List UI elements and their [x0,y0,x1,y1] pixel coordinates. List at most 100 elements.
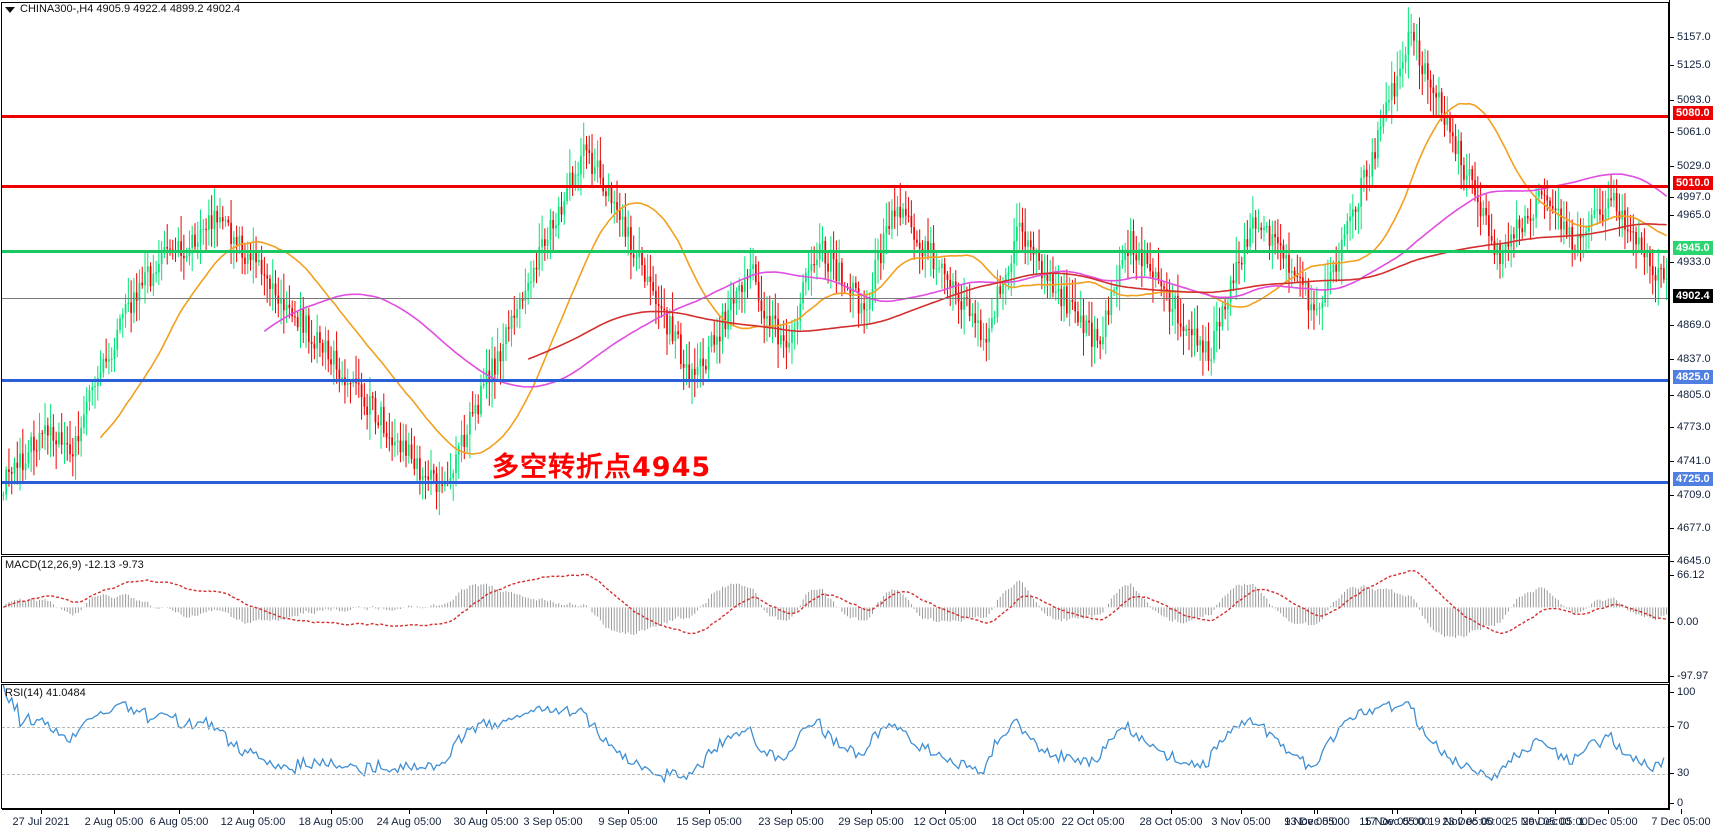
time-tick [41,809,42,814]
time-tick [1608,809,1609,814]
scale-tick [1670,495,1674,496]
time-axis-label: 2 Aug 05:00 [84,816,144,828]
macd-indicator-label: MACD(12,26,9) -12.13 -9.73 [5,559,144,571]
rsi-pane[interactable] [1,684,1669,809]
time-axis-label: 18 Aug 05:00 [298,816,364,828]
price-scale-label: 5125.0 [1677,59,1711,71]
scale-tick [1670,395,1674,396]
price-scale-label: 4805.0 [1677,389,1711,401]
time-axis[interactable]: 27 Jul 2021 2 Aug 05:00 6 Aug 05:00 12 Aug … [1,809,1730,838]
collapse-triangle-down-icon[interactable] [5,7,15,13]
price-scale-label: 4965.0 [1677,209,1711,221]
rsi-scale-label: 0 [1677,797,1684,809]
time-axis-label: 17 Dec 05:00 [1364,816,1430,828]
rsi-band-30 [2,774,1668,775]
rsi-indicator-label: RSI(14) 41.0484 [5,687,86,699]
scale-tick [1670,215,1674,216]
scale-tick [1670,676,1674,677]
price-scale-label: 4837.0 [1677,353,1711,365]
time-axis-label: 29 Sep 05:00 [838,816,904,828]
scale-tick [1670,575,1674,576]
scale-tick [1670,359,1674,360]
time-tick [1475,809,1476,814]
scale-tick [1670,197,1674,198]
rsi-plot-area[interactable] [2,685,1668,808]
time-tick [1171,809,1172,814]
time-tick [179,809,180,814]
time-tick [1392,809,1393,814]
scale-tick [1670,773,1674,774]
time-tick [1397,809,1398,814]
time-tick [709,809,710,814]
scale-tick [1670,803,1674,804]
time-axis-label: 1 Dec 05:00 [1578,816,1638,828]
time-axis-label: 18 Oct 05:00 [991,816,1055,828]
time-tick [1555,809,1556,814]
level-line-4902[interactable] [2,298,1668,299]
time-axis-label: 13 Dec 05:00 [1284,816,1350,828]
price-scale-label: 4869.0 [1677,319,1711,331]
time-axis-label: 30 Aug 05:00 [453,816,519,828]
scale-tick [1670,262,1674,263]
time-axis-label: 29 Dec 05:00 [1522,816,1588,828]
price-badge-4945-0[interactable]: 4945.0 [1673,241,1713,255]
time-tick [1241,809,1242,814]
time-axis-line [2,809,1670,810]
time-axis-label: 24 Aug 05:00 [376,816,442,828]
time-axis-label: 23 Sep 05:00 [758,816,824,828]
time-axis-label: 27 Jul 2021 [12,816,70,828]
macd-pane[interactable] [1,556,1669,683]
time-axis-label: 23 Dec 05:00 [1442,816,1508,828]
macd-scale-label: -97.97 [1677,670,1709,682]
time-axis-label: 12 Oct 05:00 [913,816,977,828]
level-line-5080[interactable] [2,115,1668,118]
time-tick [791,809,792,814]
time-tick [114,809,115,814]
scale-tick [1670,325,1674,326]
scale-tick [1670,461,1674,462]
scale-tick [1670,427,1674,428]
price-plot-area[interactable] [2,3,1668,554]
level-line-4945[interactable] [2,250,1668,253]
level-line-4825[interactable] [2,379,1668,382]
macd-series-canvas [3,569,1668,638]
symbol-ohlc-label: CHINA300-,H4 4905.9 4922.4 4899.2 4902.4 [20,3,241,15]
time-tick [1317,809,1318,814]
level-line-5010[interactable] [2,185,1668,188]
rsi-scale-label: 100 [1677,686,1696,698]
time-tick [331,809,332,814]
price-badge-5080-0[interactable]: 5080.0 [1673,106,1713,120]
price-badge-5010-0[interactable]: 5010.0 [1673,176,1713,190]
price-scale-label: 4709.0 [1677,489,1711,501]
scale-tick [1670,100,1674,101]
time-tick [1093,809,1094,814]
price-badge-4902-4[interactable]: 4902.4 [1673,289,1713,303]
time-axis-label: 3 Nov 05:00 [1211,816,1271,828]
time-tick [1023,809,1024,814]
price-scale-label: 4677.0 [1677,522,1711,534]
scale-tick [1670,37,1674,38]
time-tick [486,809,487,814]
time-tick [1538,809,1539,814]
price-scale-label: 5061.0 [1677,126,1711,138]
price-badge-4825-0[interactable]: 4825.0 [1673,370,1713,384]
price-pane[interactable] [1,2,1669,555]
time-tick [628,809,629,814]
time-axis-label: 28 Oct 05:00 [1139,816,1203,828]
time-axis-label: 15 Nov 05:00 [1359,816,1425,828]
time-axis-label: 6 Aug 05:00 [149,816,209,828]
scale-tick [1670,622,1674,623]
price-scale-label: 5093.0 [1677,94,1711,106]
time-axis-label: 9 Nov 05:00 [1284,816,1344,828]
time-tick [409,809,410,814]
macd-plot-area[interactable] [2,557,1668,682]
macd-scale-label: 66.12 [1677,569,1705,581]
time-axis-label: 15 Sep 05:00 [676,816,742,828]
rsi-scale-label: 70 [1677,720,1690,732]
price-scale-label: 5029.0 [1677,160,1711,172]
time-tick [1681,809,1682,814]
price-scale[interactable]: 5157.0 5125.0 5093.0 5061.0 5029.0 4997.0 4965… [1669,0,1732,809]
level-line-4725[interactable] [2,481,1668,484]
price-badge-4725-0[interactable]: 4725.0 [1673,472,1713,486]
